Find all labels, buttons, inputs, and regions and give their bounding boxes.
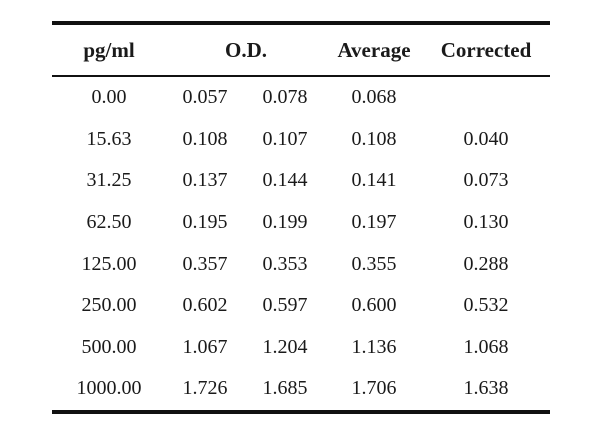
cell-corrected: 0.073 [463, 169, 509, 192]
table-row: 15.63 0.108 0.107 0.108 0.040 [52, 119, 550, 161]
cell-pg-ml: 31.25 [86, 169, 132, 192]
table-row: 500.00 1.067 1.204 1.136 1.068 [52, 327, 550, 369]
cell-corrected [422, 77, 550, 119]
table-row: 62.50 0.195 0.199 0.197 0.130 [52, 202, 550, 244]
header-corrected: Corrected [440, 37, 532, 62]
cell-od1: 0.057 [182, 86, 228, 109]
data-table-container: pg/ml O.D. Average Corrected 0.00 0.057 … [52, 21, 550, 414]
cell-od2: 0.144 [262, 169, 308, 192]
table-bottom-rule [52, 409, 550, 414]
cell-pg-ml: 500.00 [81, 335, 137, 358]
cell-od2: 1.685 [262, 377, 308, 400]
od-standard-curve-table: pg/ml O.D. Average Corrected [52, 25, 550, 75]
cell-od2: 0.078 [262, 86, 308, 109]
cell-average: 0.355 [351, 252, 397, 275]
cell-corrected: 1.638 [463, 377, 509, 400]
table-row: 125.00 0.357 0.353 0.355 0.288 [52, 243, 550, 285]
table-row: 31.25 0.137 0.144 0.141 0.073 [52, 160, 550, 202]
cell-od2: 0.597 [262, 294, 308, 317]
table-header-row: pg/ml O.D. Average Corrected [52, 25, 550, 75]
cell-od2: 0.353 [262, 252, 308, 275]
table-header-rule [52, 75, 550, 77]
cell-average: 0.068 [351, 86, 397, 109]
cell-pg-ml: 1000.00 [76, 377, 142, 400]
od-standard-curve-body: 0.00 0.057 0.078 0.068 15.63 0.108 0.107… [52, 77, 550, 410]
table-row: 250.00 0.602 0.597 0.600 0.532 [52, 285, 550, 327]
cell-od2: 0.199 [262, 211, 308, 234]
table-row: 1000.00 1.726 1.685 1.706 1.638 [52, 368, 550, 410]
cell-pg-ml: 125.00 [81, 252, 137, 275]
cell-corrected: 0.130 [463, 211, 509, 234]
cell-od1: 0.137 [182, 169, 228, 192]
header-od: O.D. [225, 37, 267, 62]
header-pg-ml: pg/ml [83, 37, 135, 62]
cell-average: 0.141 [351, 169, 397, 192]
table-top-rule [52, 21, 550, 25]
table-row: 0.00 0.057 0.078 0.068 [52, 77, 550, 119]
cell-average: 0.108 [351, 127, 397, 150]
cell-corrected: 0.288 [463, 252, 509, 275]
cell-od1: 0.602 [182, 294, 228, 317]
cell-average: 0.600 [351, 294, 397, 317]
cell-average: 0.197 [351, 211, 397, 234]
cell-od1: 1.067 [182, 335, 228, 358]
cell-average: 1.136 [351, 335, 397, 358]
cell-pg-ml: 15.63 [86, 127, 132, 150]
cell-od1: 1.726 [182, 377, 228, 400]
cell-average: 1.706 [351, 377, 397, 400]
cell-corrected: 0.532 [463, 294, 509, 317]
cell-corrected: 1.068 [463, 335, 509, 358]
header-average: Average [337, 37, 411, 62]
cell-od1: 0.357 [182, 252, 228, 275]
cell-pg-ml: 62.50 [86, 211, 132, 234]
cell-od2: 0.107 [262, 127, 308, 150]
cell-od1: 0.108 [182, 127, 228, 150]
cell-corrected: 0.040 [463, 127, 509, 150]
cell-od2: 1.204 [262, 335, 308, 358]
cell-pg-ml: 250.00 [81, 294, 137, 317]
cell-od1: 0.195 [182, 211, 228, 234]
cell-pg-ml: 0.00 [91, 86, 127, 109]
